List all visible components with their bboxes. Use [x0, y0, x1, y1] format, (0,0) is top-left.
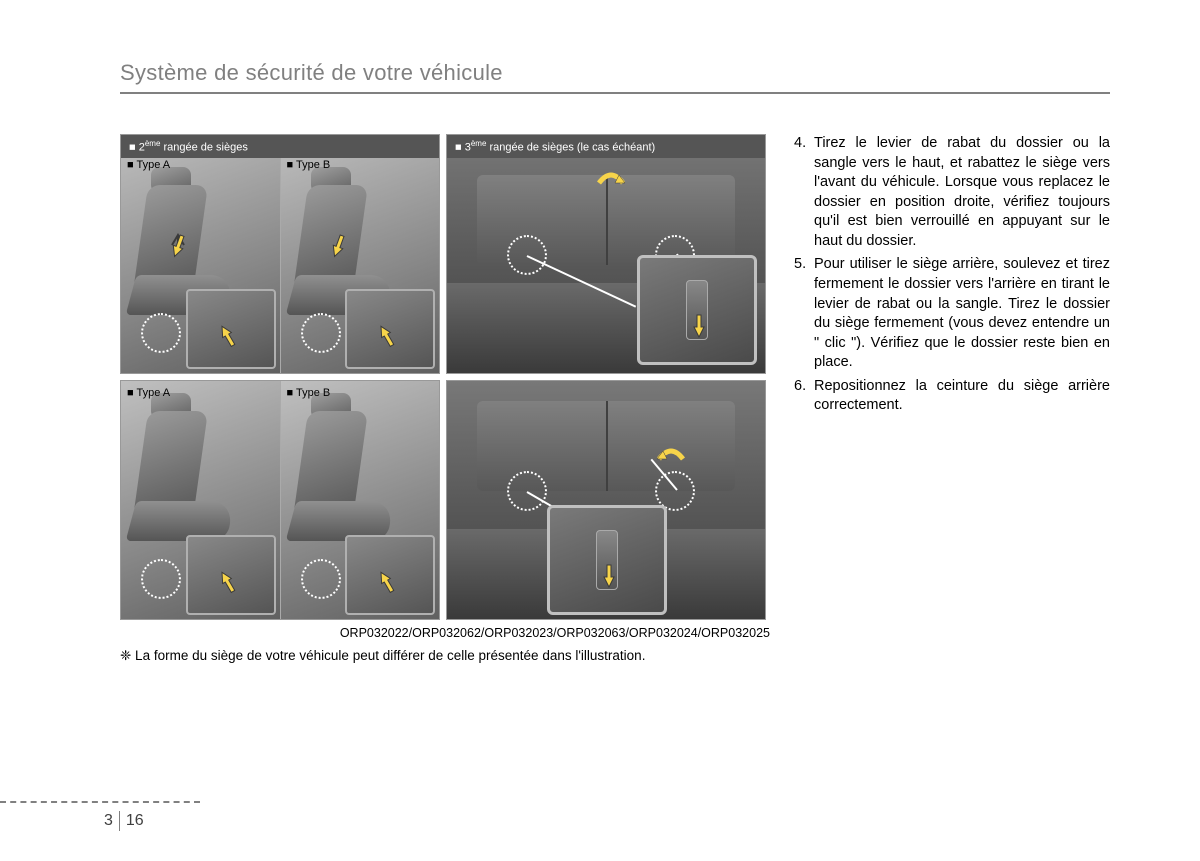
page-footer: 3 16 [0, 801, 200, 831]
list-item: 5. Pour utiliser le siège arrière, soule… [794, 255, 1110, 372]
list-item: 4. Tirez le levier de rabat du dossier o… [794, 134, 1110, 251]
header-rule [120, 92, 1110, 94]
figure-2nd-row-top: ■ 2ème rangée de sièges ■ Type A [120, 134, 440, 374]
list-number: 6. [794, 377, 814, 416]
figure-label-row3: ■ 3ème rangée de sièges (le cas échéant) [447, 135, 765, 158]
list-number: 5. [794, 255, 814, 372]
instructions-text: 4. Tirez le levier de rabat du dossier o… [794, 134, 1110, 664]
inset-lever-b1 [345, 289, 435, 369]
inset-strap-1 [637, 255, 757, 365]
figure-2nd-row-bottom: ■ Type A [120, 380, 440, 620]
type-a-label-2: ■ Type A [127, 387, 170, 399]
page-separator [119, 811, 120, 831]
list-item: 6. Repositionnez la ceinture du siège ar… [794, 377, 1110, 416]
figure-note: ❈ La forme du siège de votre véhicule pe… [120, 648, 770, 664]
chapter-number: 3 [104, 812, 113, 830]
type-a-label: ■ Type A [127, 159, 170, 171]
list-body: Repositionnez la ceinture du siège arriè… [814, 377, 1110, 416]
inset-lever-a1 [186, 289, 276, 369]
page-number: 16 [126, 812, 144, 830]
figure-label-row2: ■ 2ème rangée de sièges [121, 135, 439, 158]
figure-3rd-row-bottom [446, 380, 766, 620]
inset-lever-b2 [345, 535, 435, 615]
page-title: Système de sécurité de votre véhicule [120, 60, 1110, 86]
type-b-label-2: ■ Type B [287, 387, 331, 399]
list-body: Tirez le levier de rabat du dossier ou l… [814, 134, 1110, 251]
figure-3rd-row-top: ■ 3ème rangée de sièges (le cas échéant) [446, 134, 766, 374]
type-b-label: ■ Type B [287, 159, 331, 171]
list-body: Pour utiliser le siège arrière, soulevez… [814, 255, 1110, 372]
figure-code: ORP032022/ORP032062/ORP032023/ORP032063/… [120, 626, 770, 640]
inset-strap-2 [547, 505, 667, 615]
figures-column: ■ 2ème rangée de sièges ■ Type A [120, 134, 770, 664]
list-number: 4. [794, 134, 814, 251]
inset-lever-a2 [186, 535, 276, 615]
